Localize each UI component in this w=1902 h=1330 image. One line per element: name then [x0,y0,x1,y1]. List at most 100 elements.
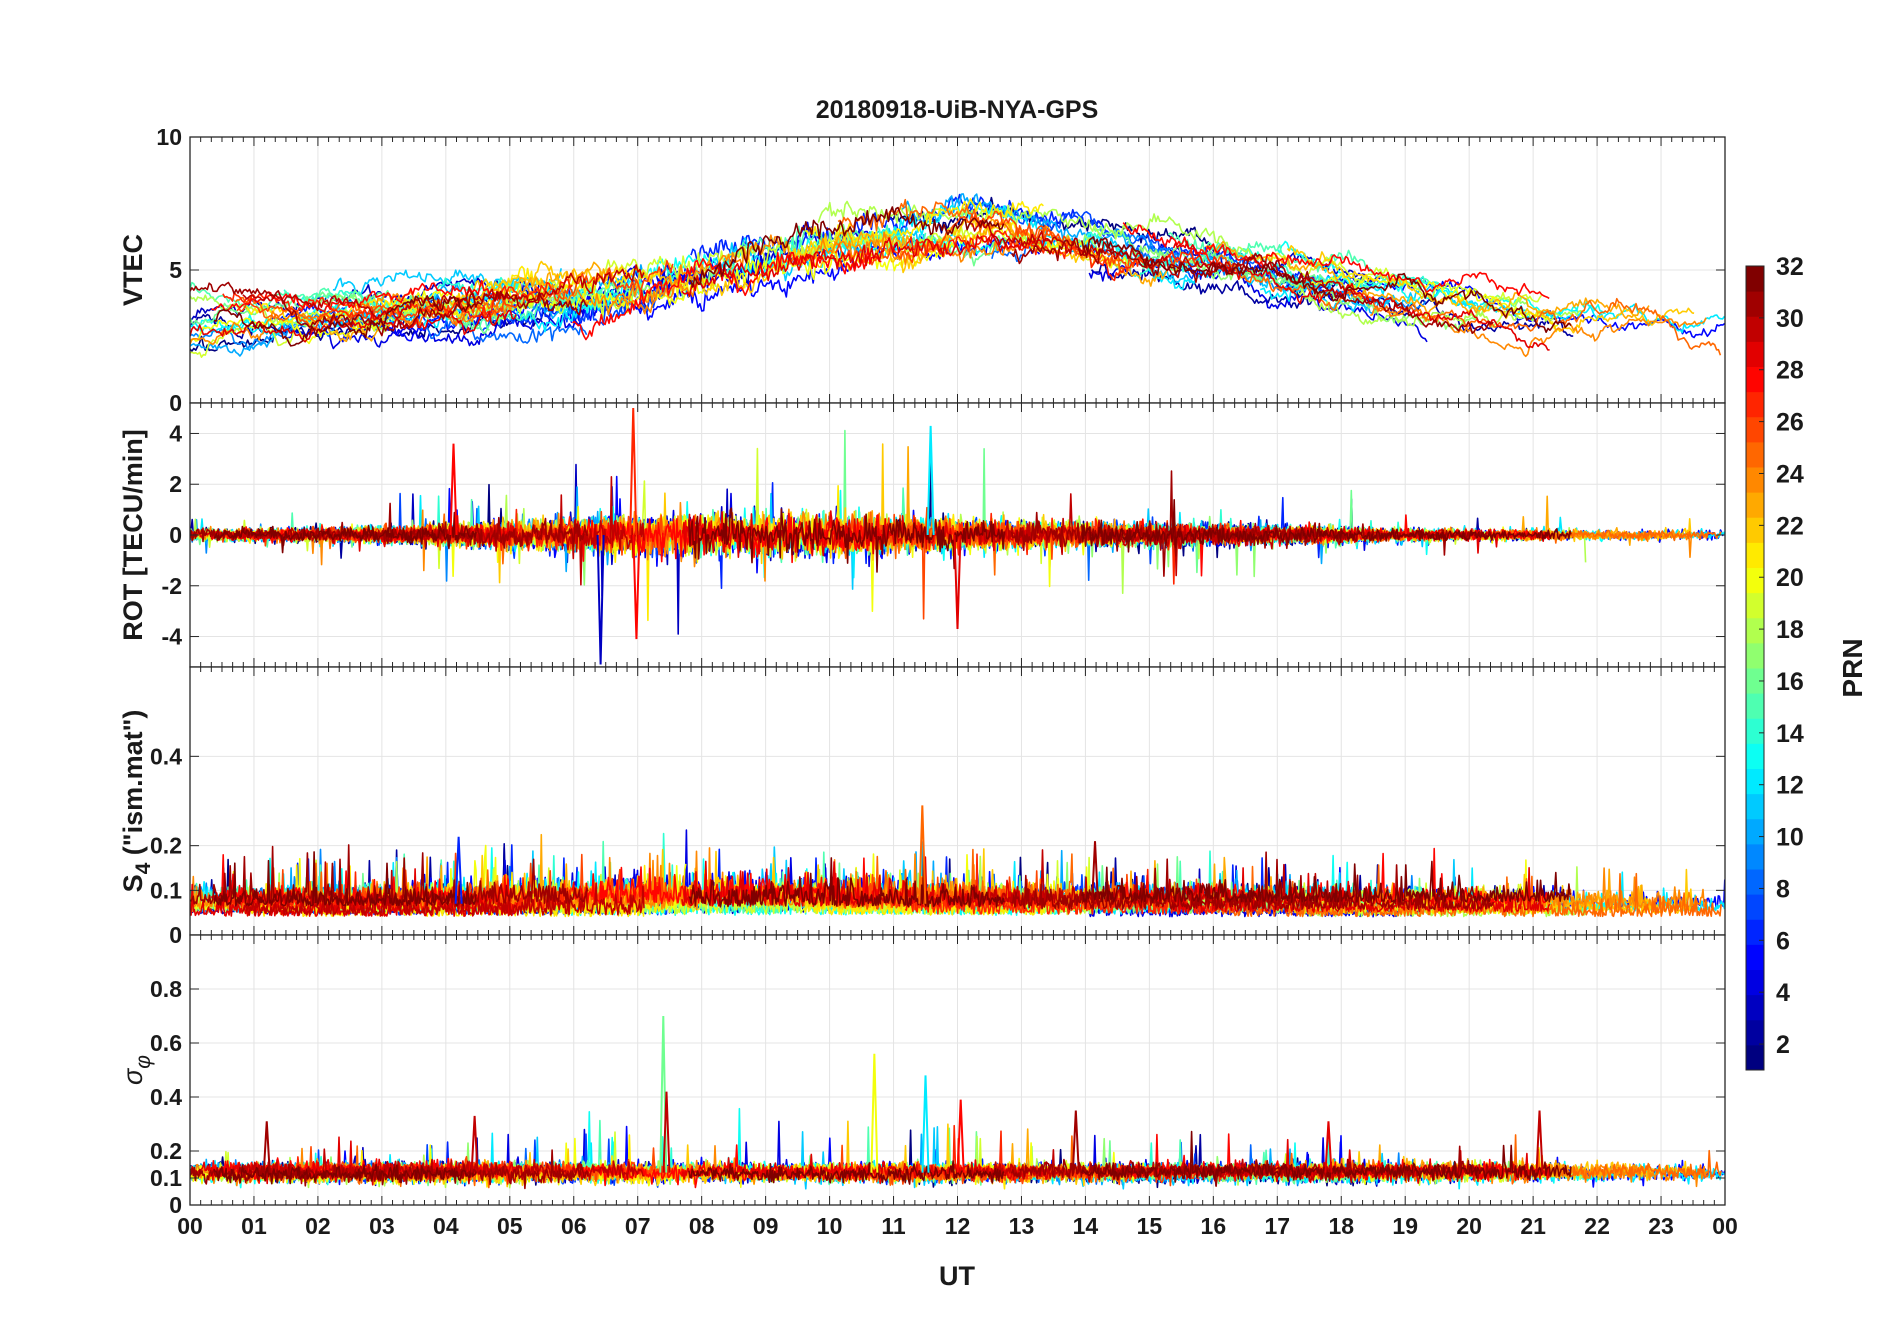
y-axis-label-rot: ROT [TECU/min] [118,429,148,640]
colorbar-bin-prn-31 [1746,291,1764,317]
y-tick-label-vtec: 10 [156,124,182,150]
colorbar-bin-prn-1 [1746,1044,1764,1071]
y-tick-label-rot: 2 [169,471,182,497]
peak-prn-28 [632,534,641,640]
colorbar-bin-prn-10 [1746,818,1764,845]
series-prn-32 [688,507,1005,573]
series-prn-32 [213,294,476,347]
x-ticks-vtec [189,137,1726,403]
colorbar-bin-prn-4 [1746,969,1764,996]
x-ticks-sigma [189,935,1726,1205]
x-tick-label: 21 [1520,1213,1546,1239]
peak-prn-25 [918,805,927,904]
colorbar-tick-label: 12 [1776,772,1804,800]
colorbar-bin-prn-25 [1746,441,1764,468]
y-tick-label-s4: 0 [169,922,182,948]
colorbar-frame [1745,265,1765,1071]
colorbar-tick-label: 10 [1776,824,1804,852]
series-prn-20 [190,282,686,345]
panel-sigma: 00.10.2 0.4 0.6 0.8 σφ [118,934,1726,1218]
panel-vtec: 0 5 10 VTEC [118,124,1726,416]
y-tick-label-sigma: 0.2 [150,1138,182,1164]
x-tick-label: 06 [561,1213,587,1239]
chart-title: 20180918-UiB-NYA-GPS [816,96,1099,124]
x-tick-label: 18 [1328,1213,1354,1239]
colorbar-tick-label: 26 [1776,409,1804,437]
colorbar-bin-prn-30 [1746,316,1764,342]
x-tick-label: 03 [369,1213,395,1239]
peak-prn-12 [921,1075,930,1173]
y-axis-label-rest: ("ism.mat") [118,710,148,863]
x-tick-label: 15 [1137,1213,1163,1239]
series-prn-32 [213,1163,477,1185]
colorbar-bin-prn-9 [1746,843,1764,870]
y-axis-label-sub: 4 [132,862,155,874]
series-prn-24 [611,231,1043,303]
x-tick-label: 23 [1648,1213,1674,1239]
y-axis-label-s4: S4 ("ism.mat") [118,710,155,893]
peak-prn-28 [449,443,458,536]
series-prn-13 [1276,240,1606,317]
y-tick-label-rot: -4 [162,624,183,650]
colorbar-bin-prn-17 [1746,642,1764,669]
series-prn-24 [1370,303,1707,358]
colorbar-tick-label: 30 [1776,305,1804,333]
peak-prn-12 [926,425,935,536]
series-prn-31 [190,281,588,337]
x-tick-label: 20 [1456,1213,1482,1239]
series-prn-32 [1081,860,1572,903]
x-tick-label: 04 [433,1213,459,1239]
y-tick-label-vtec: 5 [169,257,182,283]
colorbar-bin-prn-16 [1746,668,1764,694]
series-group-s4 [190,805,1725,918]
colorbar-bin-prn-29 [1746,341,1764,367]
y-axis-label-sub: φ [132,1055,155,1069]
series-prn-29 [681,1153,1050,1183]
series-prn-17 [1030,231,1530,332]
colorbar-tick-label: 6 [1776,927,1790,955]
y-axis-label-sigma: σφ [118,1055,155,1085]
x-tick-label: 00 [177,1213,203,1239]
y-axis-label-main: σ [118,1067,148,1085]
peak-prn-30 [1535,1110,1544,1173]
peak-prn-31 [262,1121,271,1173]
series-group-rot [190,408,1725,665]
colorbar-tick-label: 16 [1776,668,1804,696]
colorbar-bin-prn-20 [1746,567,1764,594]
series-prn-32 [1081,498,1572,553]
series-prn-32 [688,848,1005,908]
series-prn-30 [242,861,645,916]
colorbar-bin-prn-22 [1746,517,1764,543]
peak-prn-6 [454,836,463,904]
series-group-sigma [190,1015,1725,1190]
colorbar-label: PRN [1837,638,1868,697]
series-group-vtec [190,193,1725,359]
series-prn-29 [190,309,517,343]
colorbar-bin-prn-7 [1746,894,1764,920]
colorbar-bin-prn-27 [1746,391,1764,418]
series-prn-7 [964,201,1195,280]
colorbar-bin-prn-19 [1746,592,1764,619]
colorbar-bin-prn-23 [1746,492,1764,518]
x-tick-labels: 00 01 02 03 04 05 06 07 08 09 10 11 12 13 14 15 16 17 18 19… [177,1213,1738,1239]
colorbar-bin-prn-24 [1746,467,1764,493]
colorbar-bin-prn-6 [1746,919,1764,945]
series-prn-30 [242,264,645,320]
series-prn-32 [688,1160,1005,1185]
colorbar-bin-prn-5 [1746,944,1764,970]
series-prn-14 [1086,231,1429,291]
y-tick-label-sigma: 0.1 [150,1165,182,1191]
x-tick-label: 02 [305,1213,331,1239]
x-tick-label: 09 [753,1213,779,1239]
colorbar-tick-label: 4 [1776,979,1790,1007]
colorbar-bin-prn-3 [1746,994,1764,1021]
colorbar-bin-prn-14 [1746,718,1764,744]
x-tick-label: 13 [1009,1213,1035,1239]
colorbar-tick-label: 28 [1776,357,1804,385]
y-tick-label-sigma: 0 [169,1192,182,1218]
y-tick-label-s4: 0.1 [150,877,182,903]
colorbar-tick-label: 32 [1776,253,1804,281]
peak-prn-30 [662,1091,671,1173]
